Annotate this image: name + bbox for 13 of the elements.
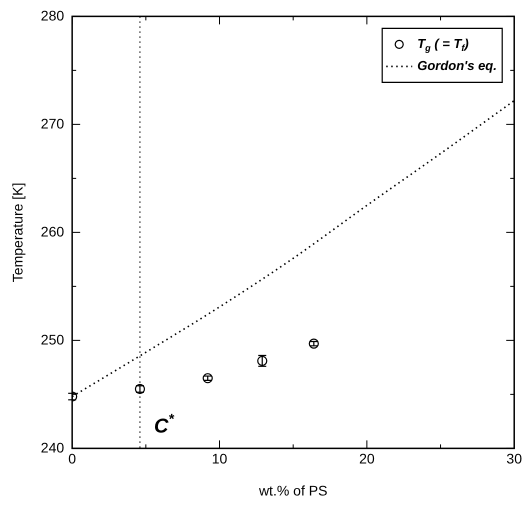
annotation: C* — [154, 410, 174, 438]
x-axis-title: wt.% of PS — [258, 482, 328, 498]
y-tick-label: 280 — [40, 7, 64, 24]
y-tick-label: 270 — [40, 115, 64, 132]
x-tick-label: 20 — [359, 450, 375, 467]
x-tick-label: 10 — [212, 450, 228, 467]
y-tick-label: 260 — [40, 223, 64, 240]
y-axis-title: Temperature [K] — [9, 182, 26, 282]
legend-label: Gordon's eq. — [417, 58, 497, 73]
x-tick-label: 0 — [68, 450, 76, 467]
y-tick-label: 240 — [40, 439, 64, 456]
x-tick-label: 30 — [506, 450, 522, 467]
y-tick-label: 250 — [40, 331, 64, 348]
